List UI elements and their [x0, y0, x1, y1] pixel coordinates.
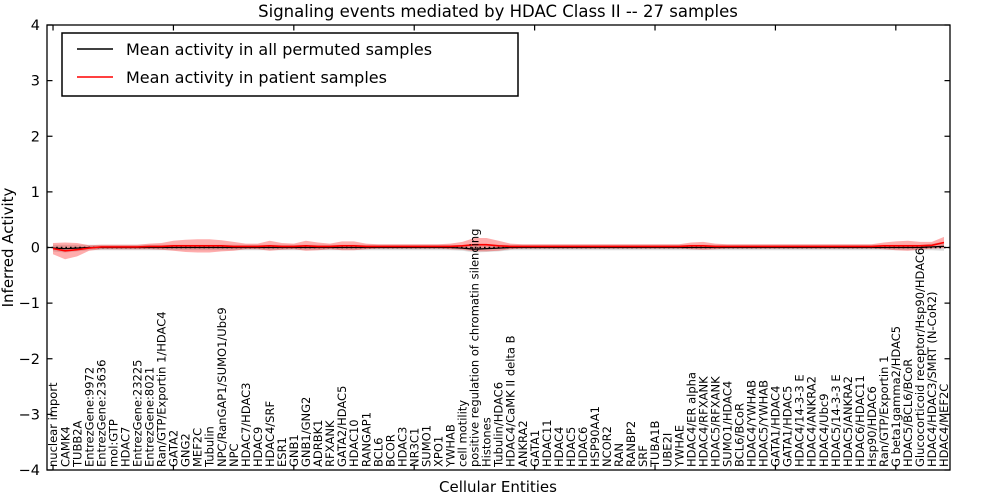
x-tick-labels: nuclear importCAMK4TUBB2AEntrezGene:9972…	[46, 229, 951, 468]
x-tick-label: BCL6	[371, 438, 385, 467]
x-tick-label: UBE2I	[660, 433, 674, 467]
legend-label-permuted: Mean activity in all permuted samples	[126, 40, 432, 59]
x-tick-label: TUBB2A	[70, 420, 84, 468]
x-tick-label: GNB1	[287, 434, 301, 467]
y-tick-label: 4	[31, 18, 40, 34]
x-tick-label: HDAC7/HDAC3	[239, 383, 253, 468]
x-tick-label: Histones	[480, 417, 494, 467]
y-tick-label: −2	[19, 352, 40, 368]
x-tick-label: Glucocorticoid receptor/Hsp90/HDAC6	[913, 248, 927, 467]
x-tick-label: HDAC4/SRF	[263, 401, 277, 467]
x-tick-label: ANKRA2	[516, 420, 530, 467]
x-tick-label: HDAC6/HDAC11	[853, 375, 867, 467]
x-tick-label: HDAC11	[540, 419, 554, 467]
x-tick-label: positive regulation of chromatin silenci…	[468, 229, 482, 467]
y-tick-label: 0	[31, 241, 40, 257]
y-tick-label: 3	[31, 74, 40, 90]
x-tick-label: SUMO1	[420, 425, 434, 467]
x-tick-label: HSP90AA1	[588, 406, 602, 467]
x-tick-label: GATA1/HDAC4	[769, 386, 783, 467]
x-tick-label: GATA1/HDAC5	[781, 386, 795, 467]
x-tick-label: HDAC5/14-3-3 E	[829, 374, 843, 467]
x-tick-label: HDAC9	[251, 427, 265, 467]
x-tick-label: HDAC4/RFXANK	[696, 376, 710, 467]
x-tick-label: EntrezGene:23225	[131, 360, 145, 467]
x-tick-label: HDAC4/MEF2C	[937, 384, 951, 467]
x-tick-label: GATA1	[528, 430, 542, 467]
x-tick-label: HDAC3	[395, 427, 409, 467]
series-lines	[52, 241, 945, 252]
x-tick-label: HDAC5/RFXANK	[708, 376, 722, 467]
x-tick-label: HDAC4	[552, 427, 566, 467]
x-tick-label: mol:GTP	[106, 419, 120, 467]
x-tick-label: Ran/GTP/Exportin 1/HDAC4	[155, 311, 169, 467]
x-tick-label: YWHAE	[672, 425, 686, 468]
x-tick-label: HDAC4/YWHAB	[745, 380, 759, 467]
x-tick-label: EntrezGene:23636	[94, 360, 108, 467]
x-tick-label: GATA2/HDAC5	[335, 386, 349, 467]
legend: Mean activity in all permuted samples Me…	[61, 32, 519, 97]
x-tick-label: G beta1gamma2/HDAC5	[889, 326, 903, 467]
x-tick-label: NPC/RanGAP1/SUMO1/Ubc9	[215, 307, 229, 467]
x-tick-label: HDAC5/YWHAB	[757, 380, 771, 467]
x-tick-label: Tubulin	[203, 426, 217, 468]
x-tick-label: ESR1	[275, 437, 289, 467]
x-tick-label: EntrezGene:9972	[82, 367, 96, 467]
x-tick-label: BCL6/BCoR	[733, 403, 747, 467]
x-tick-label: CAMK4	[58, 426, 72, 467]
x-tick-label: TUBA1B	[648, 420, 662, 468]
mean-line-0	[52, 245, 945, 250]
x-tick-label: MEF2C	[191, 428, 205, 467]
x-tick-label: cell motility	[456, 400, 470, 467]
x-tick-label: HDAC7	[119, 427, 133, 467]
x-tick-label: RFXANK	[323, 420, 337, 467]
y-tick-label: 2	[31, 129, 40, 145]
x-tick-label: XPO1	[432, 436, 446, 467]
x-tick-label: HDAC6	[576, 427, 590, 467]
x-tick-label: HDAC5/ANKRA2	[841, 376, 855, 467]
x-tick-label: GNB1/GNG2	[299, 397, 313, 467]
x-tick-label: HDAC5/BCL6/BCoR	[901, 359, 915, 467]
x-tick-label: BCOR	[383, 434, 397, 467]
x-tick-label: HDAC4/ANKRA2	[805, 376, 819, 467]
x-tick-label: ADRBK1	[311, 420, 325, 467]
x-tick-label: Tubulin/HDAC6	[492, 382, 506, 468]
x-tick-label: NR3C1	[407, 428, 421, 467]
axes-frame	[46, 24, 951, 471]
x-tick-label: SUMO1/HDAC4	[721, 381, 735, 467]
x-tick-label: HDAC4/Ubc9	[817, 393, 831, 467]
legend-box	[61, 32, 519, 97]
x-tick-label: GNG2	[179, 433, 193, 467]
x-tick-label: NCOR2	[600, 426, 614, 467]
mean-line-1	[52, 241, 945, 252]
x-tick-label: HDAC4/HDAC3/SMRT (N-CoR2)	[925, 291, 939, 467]
x-axis-label: Cellular Entities	[439, 478, 557, 496]
y-axis-label: Inferred Activity	[0, 187, 17, 307]
x-tick-label: YWHAB	[444, 424, 458, 468]
y-tick-label: 1	[31, 185, 40, 201]
legend-label-patient: Mean activity in patient samples	[126, 68, 387, 87]
x-tick-label: HDAC4/ER alpha	[684, 372, 698, 467]
x-tick-label: RANGAP1	[359, 412, 373, 467]
y-tick-label: −4	[19, 463, 40, 479]
y-tick-label: −1	[19, 296, 40, 312]
x-tick-label: Ran/GTP/Exportin 1	[877, 356, 891, 467]
x-tick-label: HDAC10	[347, 419, 361, 467]
x-tick-label: EntrezGene:8021	[143, 367, 157, 467]
x-tick-label: nuclear import	[46, 382, 60, 467]
x-tick-label: GATA2	[167, 430, 181, 467]
y-tick-labels: −4 −3 −2 −1 0 1 2 3 4	[19, 18, 40, 479]
x-tick-label: Hsp90/HDAC6	[865, 386, 879, 467]
x-tick-label: RANBP2	[624, 421, 638, 467]
y-tick-label: −3	[19, 407, 40, 423]
x-tick-label: HDAC4/14-3-3 E	[793, 374, 807, 467]
x-tick-label: RAN	[612, 443, 626, 467]
x-tick-label: NPC	[227, 443, 241, 467]
x-tick-label: SRF	[636, 445, 650, 467]
chart-title: Signaling events mediated by HDAC Class …	[258, 2, 738, 21]
x-tick-label: HDAC5	[564, 427, 578, 467]
x-tick-label: HDAC4/CaMK II delta B	[504, 335, 518, 467]
